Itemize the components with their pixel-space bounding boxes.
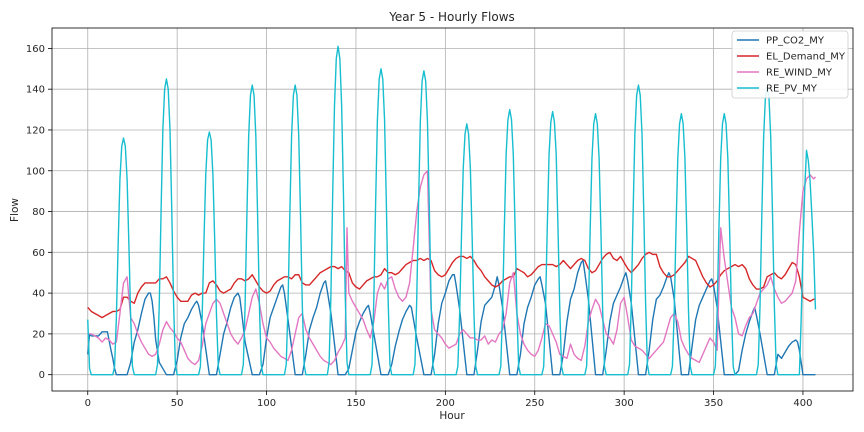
x-tick-label: 0 [85,398,91,409]
x-axis-label: Hour [439,410,465,422]
y-tick-label: 160 [26,44,45,55]
y-axis-label: Flow [9,198,21,222]
axis-ticks: 0 50 100 150 200 250 300 350 400 0 20 40 60 80 100 120 1… [26,44,813,409]
legend-label: PP_CO2_MY [766,36,825,47]
y-tick-label: 0 [39,370,45,381]
plot-frame [51,27,854,392]
series-line-re-pv-my [87,45,817,376]
series-lines [87,45,817,376]
legend: PP_CO2_MY EL_Demand_MY RE_WIND_MY RE_PV_MY [731,30,849,99]
y-tick-label: 40 [32,289,45,300]
series-line-pp-co2-my [87,259,816,376]
series-line-el-demand-my [87,251,816,319]
legend-label: EL_Demand_MY [766,52,846,63]
x-tick-label: 400 [793,398,812,409]
y-tick-label: 60 [32,248,45,259]
x-tick-label: 100 [257,398,276,409]
x-tick-label: 300 [615,398,634,409]
legend-label: RE_WIND_MY [766,68,833,79]
y-tick-label: 80 [32,207,45,218]
x-tick-label: 50 [171,398,184,409]
y-tick-label: 20 [32,329,45,340]
series-line-re-wind-my [87,170,816,366]
y-tick-label: 120 [26,125,45,136]
y-tick-label: 100 [26,166,45,177]
chart-title: Year 5 - Hourly Flows [388,10,515,24]
legend-box [731,30,849,99]
y-tick-label: 140 [26,85,45,96]
x-tick-label: 150 [346,398,365,409]
x-tick-label: 250 [525,398,544,409]
x-tick-label: 350 [704,398,723,409]
legend-label: RE_PV_MY [766,84,818,95]
x-tick-label: 200 [436,398,455,409]
